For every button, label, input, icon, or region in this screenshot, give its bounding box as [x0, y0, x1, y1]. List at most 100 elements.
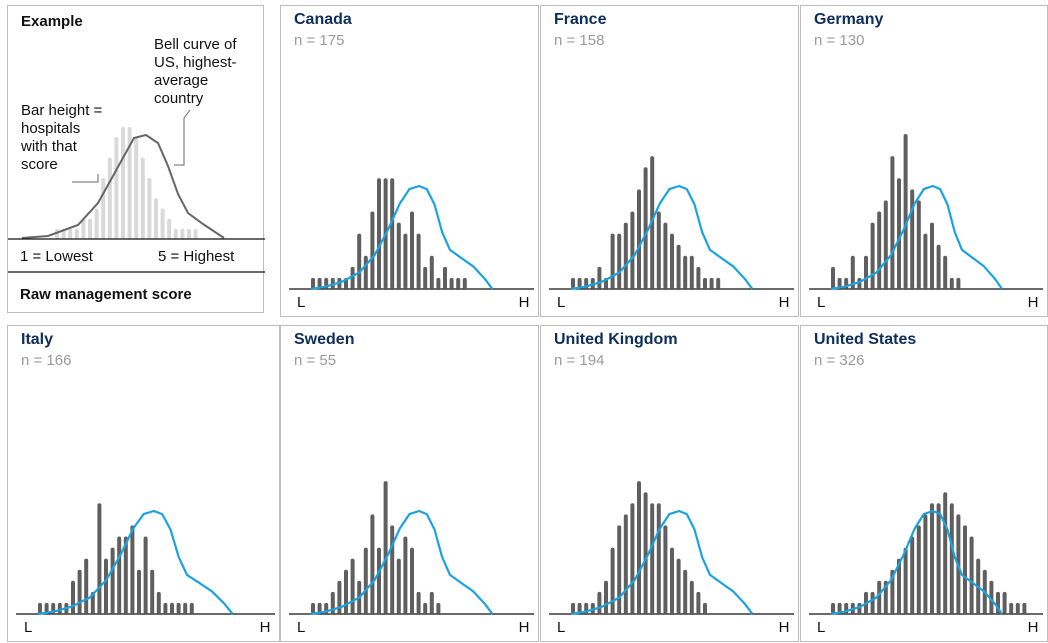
example-bell-curve: [21, 133, 225, 239]
axis-low-label: L: [297, 294, 305, 311]
histogram-bar: [716, 277, 721, 289]
us-bell-curve: [830, 184, 1003, 291]
histogram-bar: [1022, 602, 1027, 614]
histogram-bar: [696, 591, 701, 614]
histogram-bar: [462, 277, 467, 289]
histogram-bar: [416, 591, 421, 614]
country-title: United States: [814, 331, 917, 348]
example-bar: [68, 228, 73, 239]
histogram-bar: [943, 492, 948, 614]
histogram-bar: [416, 233, 421, 289]
us-bell-curve: [310, 184, 494, 291]
histogram-bar: [1015, 602, 1020, 614]
sample-size: n = 326: [814, 352, 865, 369]
histogram-bar: [623, 222, 628, 289]
example-bar: [173, 228, 178, 239]
histogram-bar: [429, 591, 434, 614]
example-bar: [167, 218, 172, 239]
histogram-bar: [709, 277, 714, 289]
histogram-bar: [123, 536, 128, 614]
histogram-bar: [910, 536, 915, 614]
histogram-bar: [703, 602, 707, 614]
histogram-bar: [403, 536, 408, 614]
example-bar: [140, 157, 145, 239]
histogram-bar: [390, 178, 395, 289]
axis-low-label: L: [817, 619, 825, 636]
low-label: 1 = Lowest: [20, 248, 93, 265]
histogram-bar: [350, 266, 355, 289]
sample-size: n = 158: [554, 32, 605, 49]
histogram-bar: [390, 525, 395, 614]
example-bar: [127, 127, 132, 239]
histogram-bar: [337, 580, 342, 614]
histogram-bar: [877, 580, 882, 614]
histogram-bar: [683, 569, 688, 614]
histogram-bar: [429, 255, 434, 289]
histogram-bar: [183, 602, 188, 614]
histogram-bar: [1002, 591, 1007, 614]
histogram-bar: [703, 277, 707, 289]
histogram-bar: [670, 547, 674, 614]
example-title: Example: [21, 13, 83, 30]
example-bar: [74, 228, 79, 239]
axis-low-label: L: [297, 619, 305, 636]
histogram-bar: [831, 266, 835, 289]
histogram-bar: [650, 503, 655, 614]
bar-label-line: score: [21, 156, 58, 173]
country-title: Italy: [21, 331, 54, 348]
histogram-bar: [610, 233, 615, 289]
histogram-bar: [637, 481, 641, 614]
histogram-bar: [176, 602, 181, 614]
bar-leader-line: [72, 174, 99, 183]
histogram-bar: [163, 602, 168, 614]
sample-size: n = 166: [21, 352, 72, 369]
histogram-bar: [410, 547, 414, 614]
histogram-bar: [870, 591, 875, 614]
axis-low-label: L: [557, 619, 565, 636]
us-bell-curve: [310, 509, 494, 616]
histogram-bar: [890, 156, 895, 289]
histogram-bar: [396, 558, 401, 614]
histogram-bar: [443, 266, 447, 289]
sample-size: n = 55: [294, 352, 337, 369]
axis-high-label: H: [779, 294, 790, 311]
histogram-bar: [350, 558, 355, 614]
bell-label-line: country: [154, 90, 204, 107]
axis-high-label: H: [779, 619, 790, 636]
histogram-bar: [423, 602, 428, 614]
histogram-bar: [943, 255, 948, 289]
histogram-bar: [77, 569, 82, 614]
histogram-bar: [916, 525, 921, 614]
histogram-bar: [936, 503, 941, 614]
example-bar: [134, 137, 139, 239]
example-bar: [94, 208, 99, 239]
histogram-bar: [137, 569, 141, 614]
histogram-bar: [930, 222, 934, 289]
example-bar: [81, 218, 86, 239]
histogram-bar: [923, 514, 928, 614]
country-title: Germany: [814, 11, 884, 28]
histogram-bar: [617, 233, 622, 289]
histogram-bar: [377, 178, 381, 289]
histogram-bar: [363, 547, 368, 614]
histogram-bar: [689, 580, 694, 614]
histogram-bar: [630, 503, 635, 614]
histogram-bar: [110, 547, 115, 614]
axis-high-label: H: [1028, 619, 1039, 636]
axis-high-label: H: [1028, 294, 1039, 311]
example-bar: [88, 218, 92, 239]
histogram-bar: [104, 558, 108, 614]
us-bell-curve: [37, 509, 234, 616]
histogram-bar: [969, 536, 974, 614]
histogram-bar: [577, 277, 582, 289]
histogram-bar: [870, 222, 875, 289]
histogram-bar: [403, 233, 408, 289]
histogram-bar: [923, 233, 928, 289]
histogram-bar: [97, 503, 102, 614]
